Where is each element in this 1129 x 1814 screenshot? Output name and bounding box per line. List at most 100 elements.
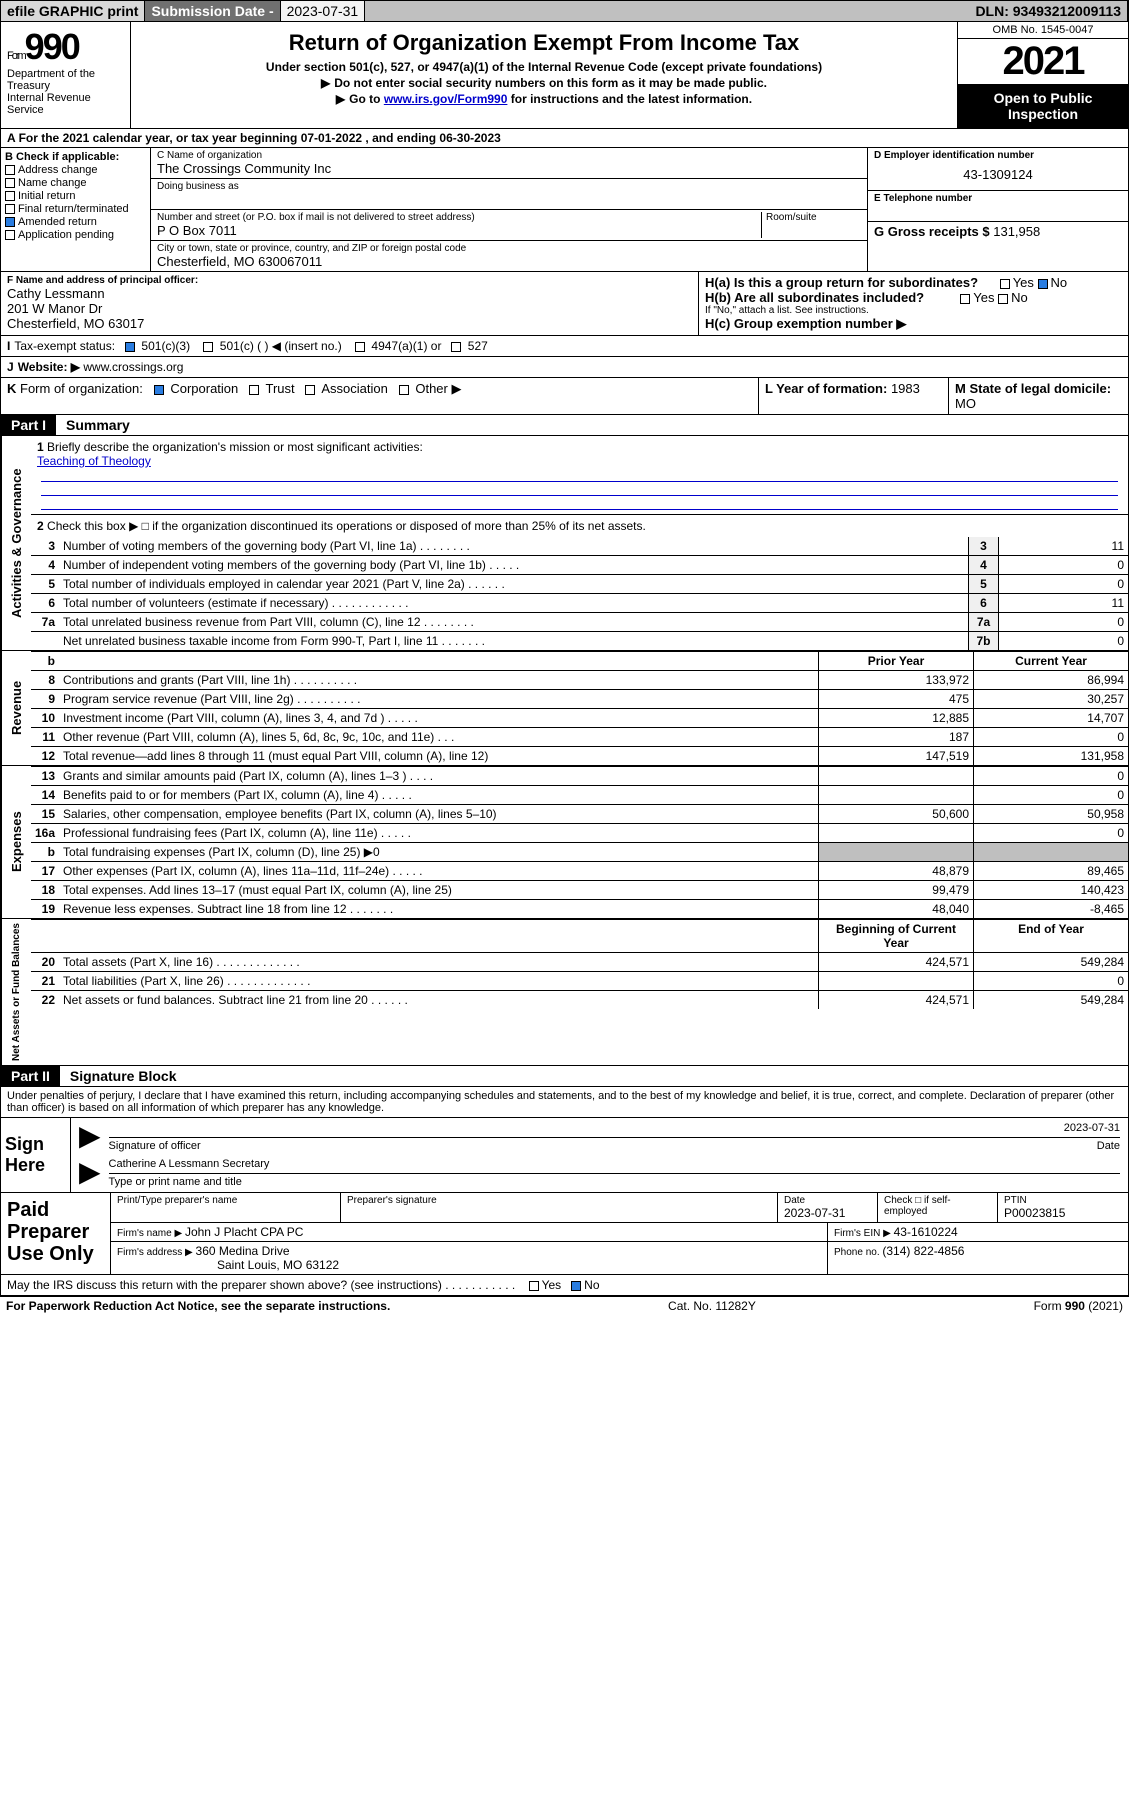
chk-name-change[interactable]: Name change (5, 177, 146, 189)
summary-line: 19Revenue less expenses. Subtract line 1… (31, 899, 1128, 918)
dept-treasury: Department of the Treasury (7, 68, 124, 92)
box-b-checklist: B Check if applicable: Address change Na… (1, 148, 151, 271)
form-word: Form (7, 50, 25, 62)
entity-block: B Check if applicable: Address change Na… (0, 148, 1129, 272)
firm-addr1: 360 Medina Drive (196, 1244, 290, 1258)
form-subtitle-1: Under section 501(c), 527, or 4947(a)(1)… (137, 60, 951, 74)
h-a-line: H(a) Is this a group return for subordin… (705, 275, 1122, 290)
chk-address-change[interactable]: Address change (5, 164, 146, 176)
submission-toolbar: efile GRAPHIC print Submission Date - 20… (0, 0, 1129, 22)
irs-label: Internal Revenue Service (7, 92, 124, 116)
summary-line: 15Salaries, other compensation, employee… (31, 804, 1128, 823)
open-to-public-badge: Open to Public Inspection (958, 84, 1128, 128)
part-1-num: Part I (1, 415, 56, 435)
summary-line: 17Other expenses (Part IX, column (A), l… (31, 861, 1128, 880)
footer-right: Form 990 (2021) (1034, 1299, 1123, 1313)
line-1-label: Briefly describe the organization's miss… (47, 440, 423, 454)
line-2-text: Check this box ▶ □ if the organization d… (47, 519, 646, 533)
summary-line: 7aTotal unrelated business revenue from … (31, 612, 1128, 631)
sig-officer-label: Signature of officer (109, 1140, 201, 1152)
irs-form990-link[interactable]: www.irs.gov/Form990 (384, 92, 508, 106)
line-1-num: 1 (37, 440, 44, 454)
vlabel-net-assets: Net Assets or Fund Balances (1, 919, 31, 1065)
summary-line: 13Grants and similar amounts paid (Part … (31, 766, 1128, 785)
section-activities-governance: Activities & Governance 1 Briefly descri… (0, 436, 1129, 651)
firm-addr2: Saint Louis, MO 63122 (217, 1258, 339, 1272)
footer-left: For Paperwork Reduction Act Notice, see … (6, 1299, 390, 1313)
part-1-header: Part I Summary (0, 415, 1129, 436)
summary-line: 9Program service revenue (Part VIII, lin… (31, 689, 1128, 708)
officer-name: Cathy Lessmann (7, 286, 692, 301)
room-label: Room/suite (766, 212, 861, 223)
tax-year: 2021 (958, 39, 1128, 84)
form-header: Form990 Department of the Treasury Inter… (0, 22, 1129, 129)
footer: For Paperwork Reduction Act Notice, see … (0, 1296, 1129, 1315)
vlabel-revenue: Revenue (1, 651, 31, 765)
box-b-label: B Check if applicable: (5, 151, 146, 163)
form-of-org-row: K Form of organization: Corporation Trus… (0, 378, 1129, 415)
subdate-label: Submission Date - (145, 1, 280, 21)
firm-name: John J Placht CPA PC (185, 1225, 304, 1239)
signature-arrow-icon: ▶ (79, 1122, 101, 1152)
summary-line: 21Total liabilities (Part X, line 26) . … (31, 971, 1128, 990)
part-2-header: Part II Signature Block (0, 1066, 1129, 1087)
chk-amended-return[interactable]: Amended return (5, 216, 146, 228)
h-b-line: H(b) Are all subordinates included? Yes … (705, 290, 1122, 305)
part-2-title: Signature Block (60, 1066, 1128, 1086)
prep-self-employed-label: Check □ if self-employed (884, 1195, 991, 1217)
summary-line: 6Total number of volunteers (estimate if… (31, 593, 1128, 612)
ein-value: 43-1309124 (874, 161, 1122, 188)
box-f-label: F Name and address of principal officer: (7, 275, 692, 286)
prep-date: 2023-07-31 (784, 1206, 871, 1220)
may-irs-discuss-row: May the IRS discuss this return with the… (0, 1275, 1129, 1296)
box-g-label: G Gross receipts $ (874, 224, 993, 239)
subdate-value: 2023-07-31 (281, 1, 366, 21)
form-subtitle-2: Do not enter social security numbers on … (137, 76, 951, 90)
col-current-year: Current Year (973, 652, 1128, 670)
summary-line: 3Number of voting members of the governi… (31, 537, 1128, 555)
website-row: JWebsite: ▶ www.crossings.org (0, 357, 1129, 378)
summary-line: 5Total number of individuals employed in… (31, 574, 1128, 593)
part-2-num: Part II (1, 1066, 60, 1086)
summary-line: 20Total assets (Part X, line 16) . . . .… (31, 952, 1128, 971)
city-state-zip: Chesterfield, MO 630067011 (157, 254, 861, 269)
org-name: The Crossings Community Inc (157, 161, 861, 176)
form-title: Return of Organization Exempt From Incom… (137, 30, 951, 56)
paid-preparer-label: Paid Preparer Use Only (1, 1193, 111, 1274)
mission-text-link[interactable]: Teaching of Theology (37, 454, 151, 468)
dln-value: DLN: 93493212009113 (969, 1, 1128, 21)
efile-print-button[interactable]: efile GRAPHIC print (1, 1, 145, 21)
col-beginning-year: Beginning of Current Year (818, 920, 973, 952)
summary-line: 10Investment income (Part VIII, column (… (31, 708, 1128, 727)
section-net-assets: Net Assets or Fund Balances Beginning of… (0, 919, 1129, 1066)
summary-line: bTotal fundraising expenses (Part IX, co… (31, 842, 1128, 861)
col-prior-year: Prior Year (818, 652, 973, 670)
officer-addr2: Chesterfield, MO 63017 (7, 316, 692, 331)
year-formation: 1983 (891, 381, 920, 396)
section-expenses: Expenses 13Grants and similar amounts pa… (0, 766, 1129, 919)
section-revenue: Revenue b Prior Year Current Year 8Contr… (0, 651, 1129, 766)
firm-phone: (314) 822-4856 (882, 1244, 964, 1258)
chk-application-pending[interactable]: Application pending (5, 229, 146, 241)
box-d-label: D Employer identification number (874, 150, 1122, 161)
summary-line: 11Other revenue (Part VIII, column (A), … (31, 727, 1128, 746)
part-1-title: Summary (56, 415, 1128, 435)
sig-date-label: Date (1097, 1140, 1120, 1152)
paid-preparer-block: Paid Preparer Use Only Print/Type prepar… (0, 1193, 1129, 1275)
sign-date-value: 2023-07-31 (1064, 1122, 1120, 1137)
summary-line: 18Total expenses. Add lines 13–17 (must … (31, 880, 1128, 899)
summary-line: 12Total revenue—add lines 8 through 11 (… (31, 746, 1128, 765)
street-address: P O Box 7011 (157, 223, 761, 238)
h-note: If "No," attach a list. See instructions… (705, 305, 1122, 316)
type-name-label: Type or print name and title (109, 1176, 1120, 1188)
firm-ein: 43-1610224 (894, 1225, 958, 1239)
chk-initial-return[interactable]: Initial return (5, 190, 146, 202)
footer-catalog: Cat. No. 11282Y (668, 1299, 756, 1313)
chk-final-return[interactable]: Final return/terminated (5, 203, 146, 215)
addr-label: Number and street (or P.O. box if mail i… (157, 212, 761, 223)
form-subtitle-3: Go to www.irs.gov/Form990 for instructio… (137, 92, 951, 106)
box-e-label: E Telephone number (874, 193, 1122, 204)
state-domicile: MO (955, 396, 976, 411)
prep-print-label: Print/Type preparer's name (117, 1195, 334, 1206)
col-end-year: End of Year (973, 920, 1128, 952)
